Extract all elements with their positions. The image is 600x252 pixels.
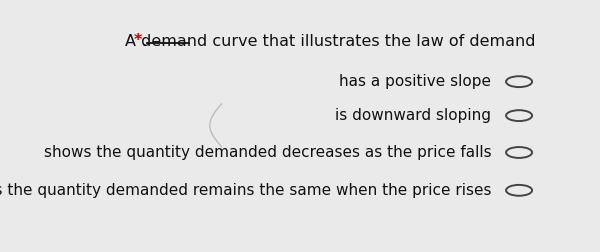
Text: has a positive slope: has a positive slope <box>339 74 491 89</box>
Text: .: . <box>141 34 146 49</box>
Text: shows the quantity demanded remains the same when the price rises: shows the quantity demanded remains the … <box>0 183 491 198</box>
Text: A demand curve that illustrates the law of demand: A demand curve that illustrates the law … <box>125 34 535 49</box>
Text: shows the quantity demanded decreases as the price falls: shows the quantity demanded decreases as… <box>44 145 491 160</box>
Text: *: * <box>134 34 142 48</box>
Text: is downward sloping: is downward sloping <box>335 108 491 123</box>
